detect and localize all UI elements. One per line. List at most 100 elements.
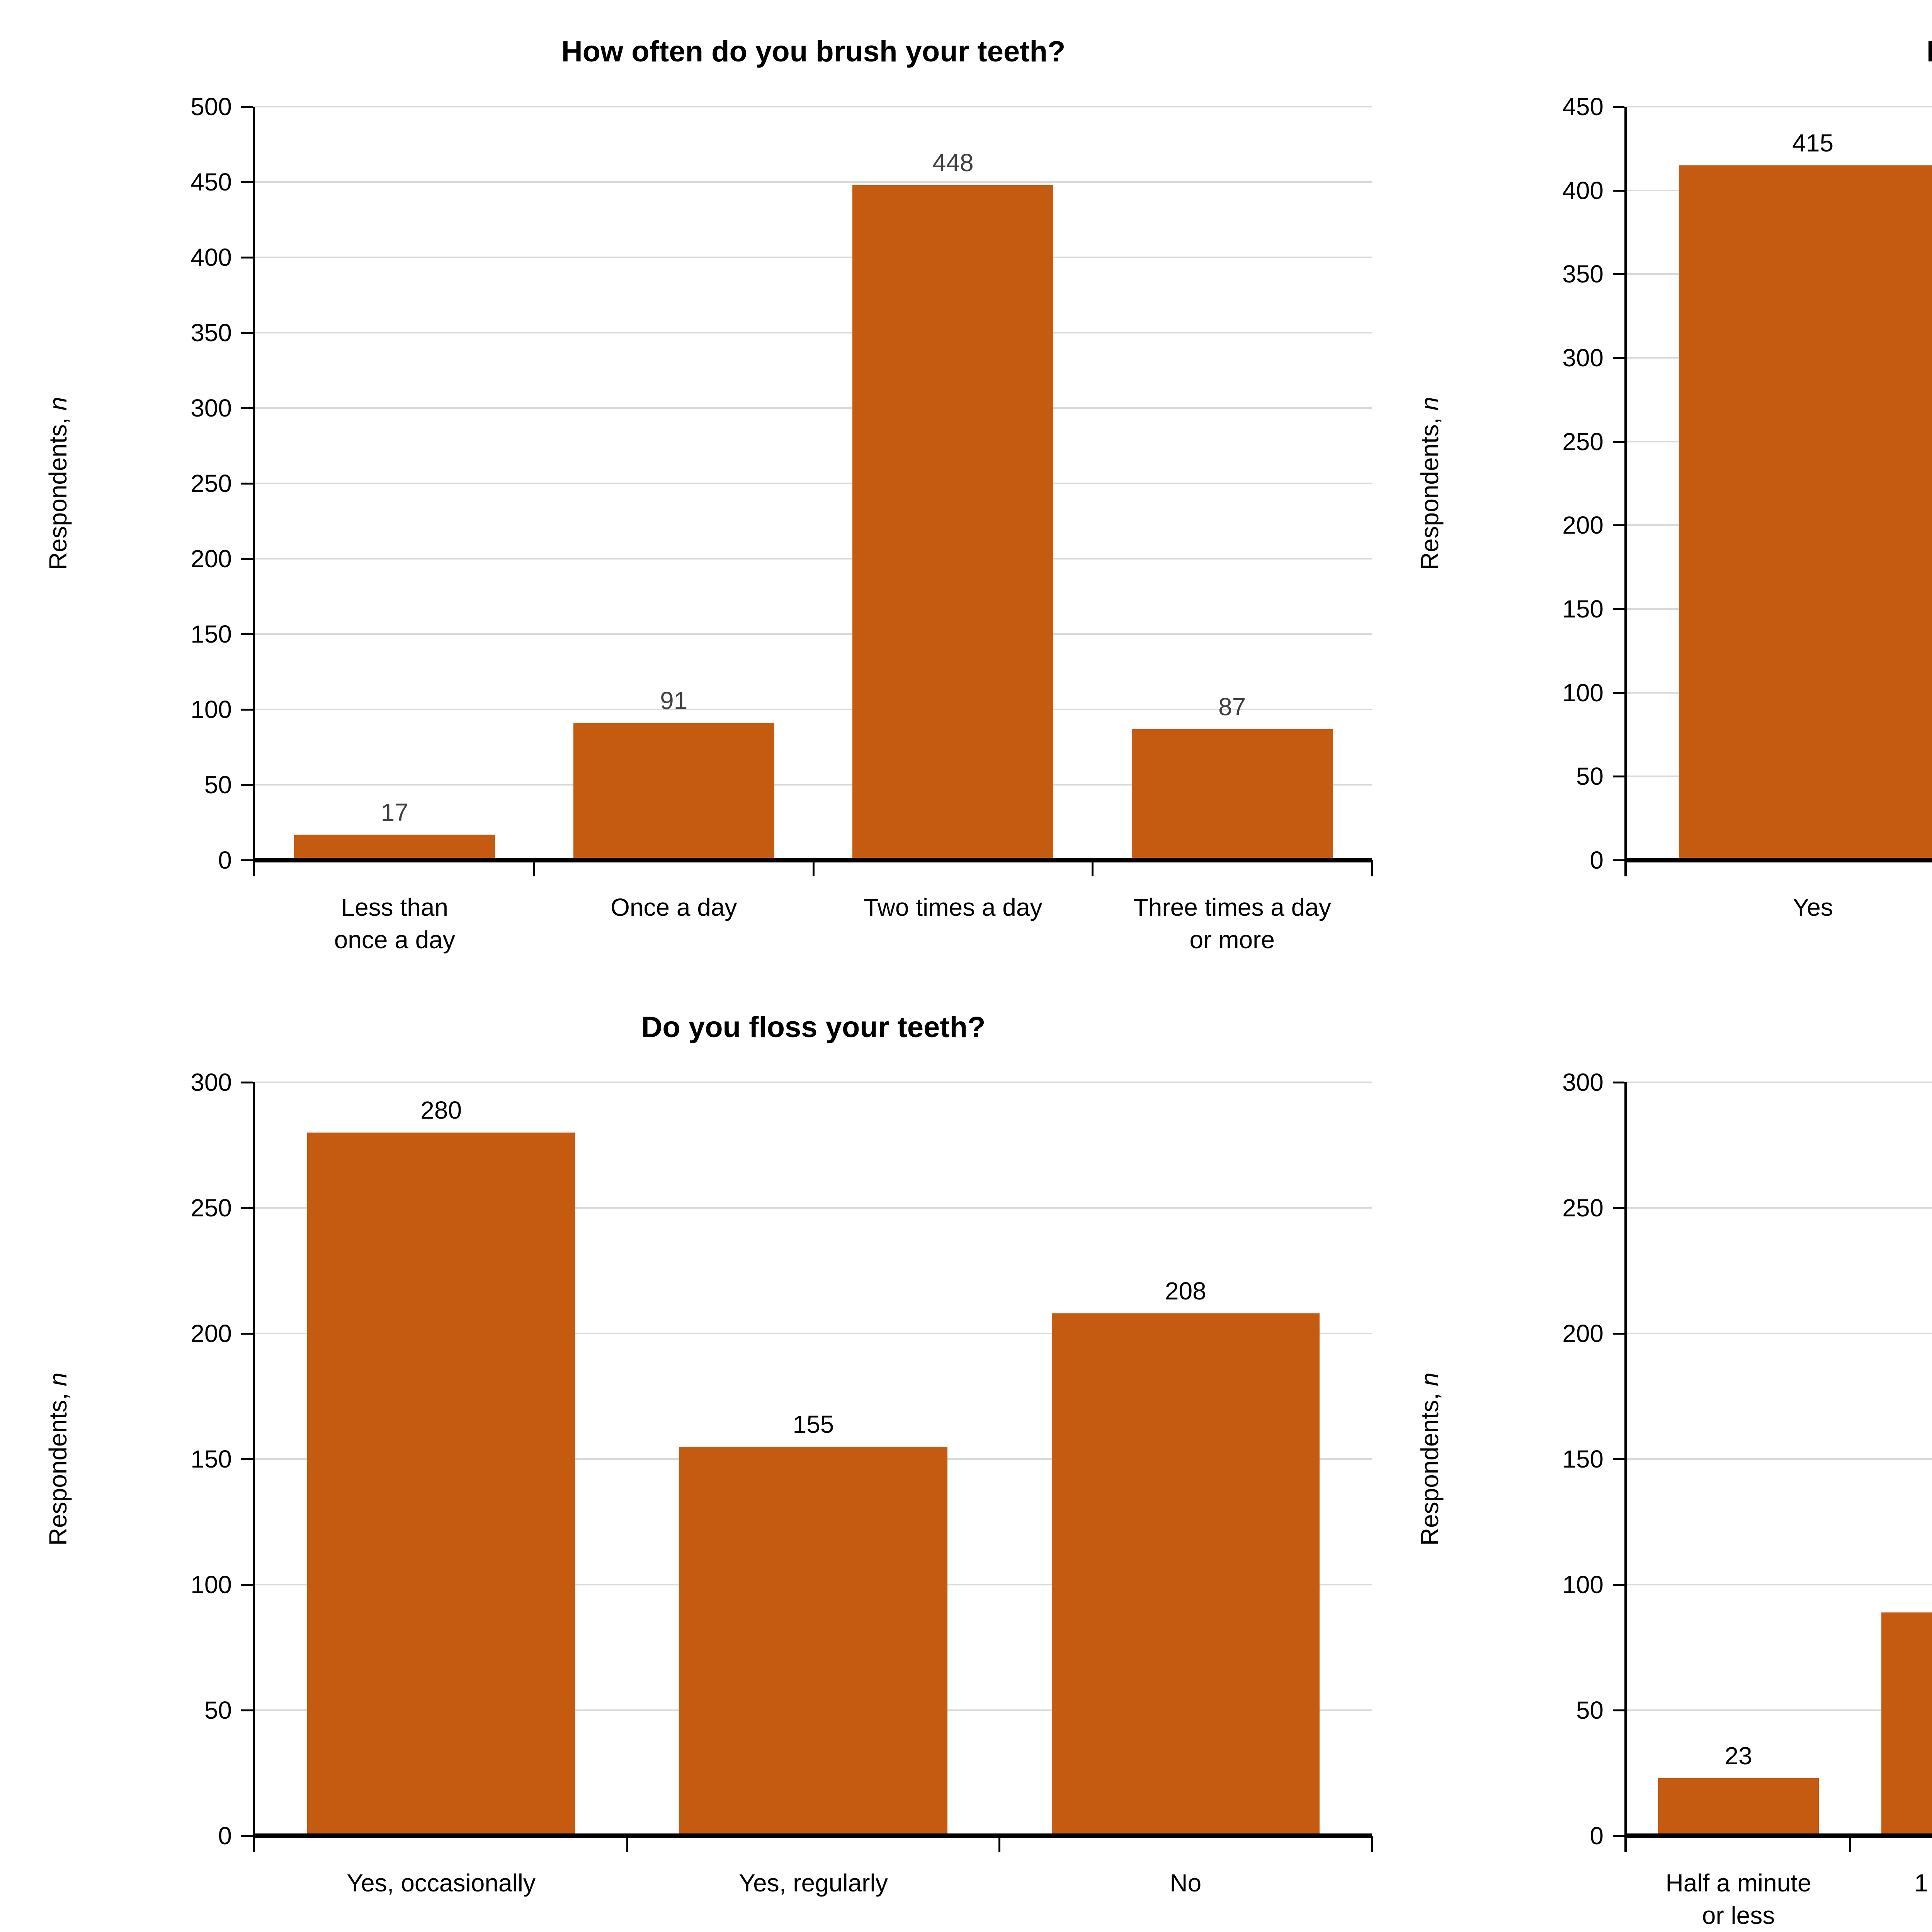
y-axis-line [253,1082,255,1852]
bar-value-label: 91 [660,687,688,715]
gridline [1627,1207,1932,1209]
gridline [255,558,1372,560]
chart-title: How often do you brush your teeth? [561,35,1066,68]
gridline [1627,1082,1932,1083]
y-tick-label: 500 [190,93,232,121]
y-axis-tick [241,483,253,485]
y-axis-tick [241,558,253,560]
plot-area: 0 50 100 150 200 250 300 350 400 450 500 17 Less tha… [190,93,1373,954]
chart-fluoride-toothpaste: Do you use toothpaste with fluoride? Res… [1387,6,1932,982]
bar-value-label: 415 [1792,129,1834,157]
x-axis-baseline [1624,1833,1932,1838]
y-tick-label: 400 [190,243,232,271]
y-tick-label: 50 [1576,1696,1604,1724]
y-tick-label: 200 [190,545,232,573]
y-tick-label: 150 [190,620,232,648]
y-axis-tick [1613,1458,1624,1460]
y-tick-label: 400 [1562,176,1604,204]
y-axis-tick [1613,273,1624,276]
gridline [1627,1333,1932,1334]
y-axis-tick [1613,1333,1624,1335]
y-axis-tick [241,1333,253,1335]
y-axis-tick [241,257,253,259]
x-axis-tick [533,860,535,876]
bar [573,723,774,860]
bar [1679,165,1932,860]
y-axis-label: Respondents, n [1413,107,1446,860]
x-axis-tick [1092,860,1094,876]
y-tick-label: 150 [1562,595,1604,623]
y-axis-tick [241,859,253,861]
x-category-label: Once a day [611,893,737,921]
bar [679,1446,947,1836]
chart-title: How long do you brush your teeth? [1627,1009,1932,1046]
y-tick-label: 50 [1576,762,1604,791]
y-axis-tick [241,784,253,786]
y-tick-label: 100 [190,1571,232,1599]
y-tick-label: 0 [218,1822,232,1850]
x-axis-tick [1371,860,1373,876]
x-axis-baseline [253,858,1372,862]
y-tick-label: 250 [1562,427,1604,456]
y-axis-tick [241,1207,253,1209]
gridline [1627,1458,1932,1460]
y-axis-tick [241,332,253,334]
y-axis-tick [241,709,253,711]
y-axis-label-text: Respondents, [1416,1386,1444,1546]
y-axis-label-italic-n: n [44,396,72,411]
x-category-label: Yes [1793,893,1833,921]
y-tick-label: 350 [1562,260,1604,288]
bar [1881,1612,1932,1836]
x-axis-tick [998,1836,1001,1852]
gridline [255,633,1372,635]
y-axis-label: Respondents, n [1413,1082,1446,1836]
x-axis-tick [1371,1836,1373,1852]
gridline [255,181,1372,183]
y-axis-tick [1613,357,1624,359]
y-axis-tick [1613,106,1624,108]
chart-floss-teeth: Do you floss your teeth? Respondents, n … [15,982,1387,1932]
x-axis-baseline [1624,858,1932,862]
y-axis-tick [241,407,253,409]
y-axis-line [253,107,255,876]
y-axis-tick [241,1835,253,1837]
y-axis-label-text: Respondents, [44,1386,72,1546]
bar [1051,1313,1320,1836]
bar [307,1133,575,1836]
chart-how-often-brush: How often do you brush your teeth? Respo… [15,6,1387,982]
y-axis-tick [1613,776,1624,778]
y-tick-label: 100 [1562,679,1604,707]
y-tick-label: 50 [204,1696,232,1724]
bar [1131,729,1333,860]
y-tick-label: 300 [190,394,232,422]
bar [852,185,1054,860]
gridline [255,1207,1372,1209]
y-tick-label: 100 [1562,1571,1604,1599]
x-category-label: Two times a day [864,893,1043,921]
plot-area: 050100150200250300350400450415Yes100No12… [1562,93,1932,921]
gridline [1627,106,1932,107]
x-category-label: 1 minute [1914,1869,1928,1897]
x-category-label: Half a minute or less [1665,1869,1811,1929]
y-tick-label: 200 [1562,1320,1604,1347]
gridline [255,784,1372,786]
y-axis-tick [1613,1709,1624,1711]
y-axis-tick [241,633,253,635]
y-tick-label: 0 [218,846,232,874]
x-axis-tick [1849,1836,1851,1852]
gridline [255,1333,1372,1334]
y-axis-label-italic-n: n [1416,1372,1444,1386]
y-axis-label: Respondents, n [42,107,74,860]
bar-value-label: 280 [420,1096,462,1124]
x-category-label: No [1170,1869,1202,1897]
gridline [255,106,1372,107]
y-tick-label: 300 [1562,344,1604,372]
y-tick-label: 300 [1562,1068,1604,1096]
bar [1658,1778,1819,1836]
y-tick-label: 100 [190,696,232,723]
y-axis-tick [1613,189,1624,192]
x-category-label: Less than once a day [334,893,455,954]
y-tick-label: 250 [190,469,232,497]
y-axis-tick [1613,608,1624,610]
y-axis-label-text: Respondents, [44,410,72,570]
